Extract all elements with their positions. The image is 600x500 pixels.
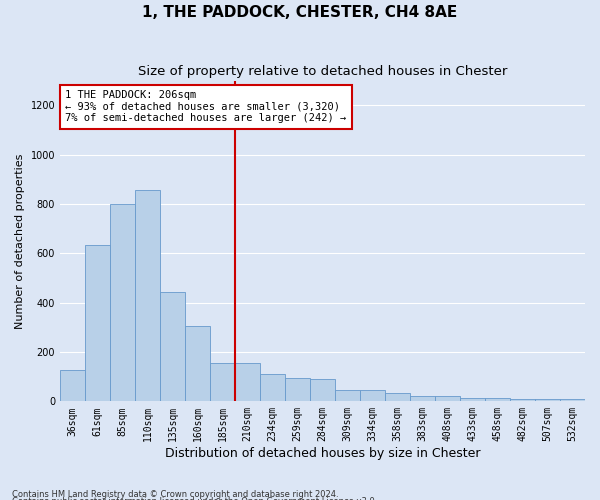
Bar <box>85 244 110 402</box>
Bar <box>535 399 560 402</box>
Bar <box>235 363 260 402</box>
Bar <box>385 392 410 402</box>
Title: Size of property relative to detached houses in Chester: Size of property relative to detached ho… <box>138 65 507 78</box>
Bar <box>335 390 360 402</box>
Bar <box>260 374 285 402</box>
Text: Contains public sector information licensed under the Open Government Licence v3: Contains public sector information licen… <box>12 497 377 500</box>
Bar <box>185 326 210 402</box>
Bar <box>285 378 310 402</box>
Bar <box>110 204 135 402</box>
Text: Contains HM Land Registry data © Crown copyright and database right 2024.: Contains HM Land Registry data © Crown c… <box>12 490 338 499</box>
Bar <box>435 396 460 402</box>
Bar <box>410 396 435 402</box>
Y-axis label: Number of detached properties: Number of detached properties <box>15 154 25 328</box>
Bar <box>210 363 235 402</box>
Text: 1, THE PADDOCK, CHESTER, CH4 8AE: 1, THE PADDOCK, CHESTER, CH4 8AE <box>142 5 458 20</box>
Bar <box>460 398 485 402</box>
Bar <box>485 398 510 402</box>
Bar <box>135 190 160 402</box>
Bar <box>510 399 535 402</box>
X-axis label: Distribution of detached houses by size in Chester: Distribution of detached houses by size … <box>165 447 480 460</box>
Bar <box>60 370 85 402</box>
Bar <box>560 399 585 402</box>
Bar <box>160 292 185 402</box>
Text: 1 THE PADDOCK: 206sqm
← 93% of detached houses are smaller (3,320)
7% of semi-de: 1 THE PADDOCK: 206sqm ← 93% of detached … <box>65 90 347 124</box>
Bar <box>310 379 335 402</box>
Bar <box>360 390 385 402</box>
